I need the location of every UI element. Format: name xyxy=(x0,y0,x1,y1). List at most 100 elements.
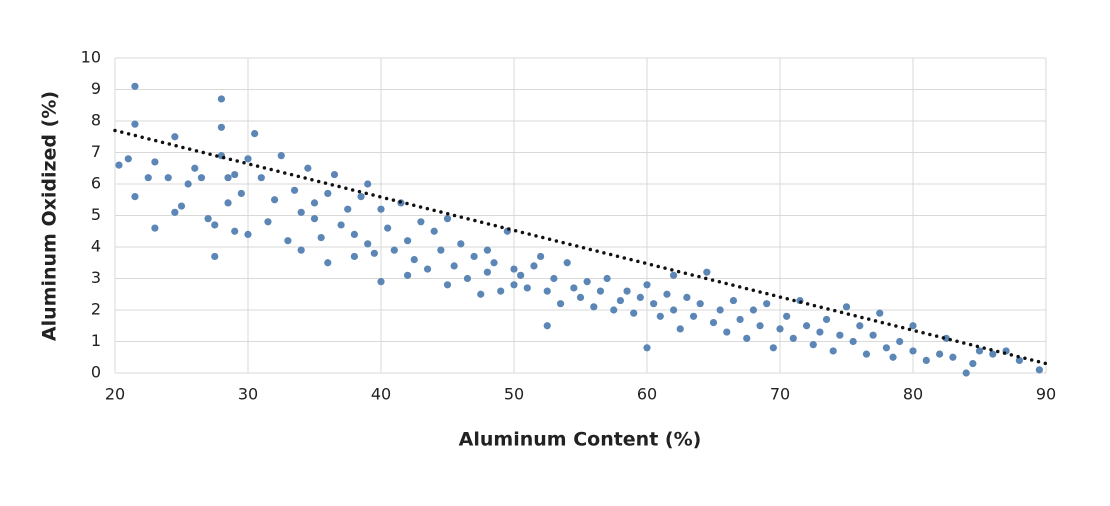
point xyxy=(590,303,598,311)
point xyxy=(344,205,352,213)
point xyxy=(869,331,877,339)
point xyxy=(683,293,691,301)
point xyxy=(543,322,551,330)
point xyxy=(350,252,358,261)
x-tick-label: 80 xyxy=(903,385,923,404)
point xyxy=(410,256,418,264)
point xyxy=(603,274,611,283)
x-tick-label: 20 xyxy=(105,385,125,404)
y-tick-label: 4 xyxy=(91,237,101,256)
point xyxy=(556,300,565,308)
point xyxy=(822,315,831,324)
point xyxy=(862,350,871,358)
point xyxy=(271,196,279,204)
point xyxy=(384,224,392,232)
point xyxy=(237,189,245,198)
point xyxy=(989,350,997,358)
point xyxy=(816,328,824,336)
point xyxy=(876,309,884,317)
point xyxy=(656,312,664,320)
point xyxy=(723,328,731,336)
point xyxy=(390,246,398,254)
x-tick-label: 40 xyxy=(371,385,391,404)
y-tick-label: 2 xyxy=(91,300,101,319)
point xyxy=(836,331,844,339)
point xyxy=(417,218,425,226)
point xyxy=(251,130,259,138)
point xyxy=(829,347,837,355)
point xyxy=(749,306,758,314)
y-tick-label: 3 xyxy=(91,268,101,287)
point xyxy=(510,265,518,273)
point xyxy=(882,344,891,352)
point xyxy=(969,359,977,368)
point xyxy=(191,164,199,172)
point xyxy=(563,259,571,267)
point xyxy=(490,259,498,267)
y-tick-label: 6 xyxy=(91,174,101,193)
point xyxy=(404,237,412,245)
point xyxy=(736,315,744,324)
point xyxy=(377,205,385,213)
point xyxy=(144,174,152,182)
point xyxy=(131,82,139,90)
point xyxy=(570,284,578,292)
point xyxy=(131,193,139,201)
point xyxy=(1035,366,1043,374)
point xyxy=(477,290,485,298)
point xyxy=(430,227,438,235)
point xyxy=(404,271,412,279)
point xyxy=(523,284,531,292)
point xyxy=(244,155,252,163)
point xyxy=(463,274,472,283)
point xyxy=(616,296,625,305)
x-tick-label: 60 xyxy=(637,385,657,404)
point xyxy=(975,347,984,355)
point xyxy=(217,95,225,103)
point xyxy=(650,300,658,308)
point xyxy=(317,233,325,242)
point xyxy=(623,287,631,295)
point xyxy=(324,259,332,267)
point xyxy=(310,199,319,207)
y-tick-label: 10 xyxy=(81,48,101,67)
point xyxy=(171,133,179,141)
point xyxy=(1015,356,1024,364)
point xyxy=(164,174,172,182)
point xyxy=(310,215,319,223)
x-axis-title: Aluminum Content (%) xyxy=(459,429,702,451)
trend-line xyxy=(113,128,1048,366)
point xyxy=(729,296,738,305)
y-axis-title: Aluminum Oxidized (%) xyxy=(39,91,61,341)
point xyxy=(783,312,791,320)
point xyxy=(450,262,458,270)
y-tick-label: 8 xyxy=(91,111,101,130)
point xyxy=(550,274,558,283)
point xyxy=(889,353,897,361)
point xyxy=(211,252,219,261)
point xyxy=(909,347,917,355)
point xyxy=(211,221,219,229)
point xyxy=(703,268,711,276)
point xyxy=(231,227,239,235)
point xyxy=(443,215,452,223)
point xyxy=(304,164,312,172)
point xyxy=(264,218,272,226)
point xyxy=(224,199,232,207)
point xyxy=(789,334,797,342)
point xyxy=(809,341,817,349)
point xyxy=(470,252,478,261)
point xyxy=(663,290,671,298)
point xyxy=(896,337,904,346)
point xyxy=(849,337,857,346)
point xyxy=(769,344,777,352)
point xyxy=(743,334,751,342)
point xyxy=(716,306,724,314)
point xyxy=(443,281,452,289)
point xyxy=(370,249,378,257)
point xyxy=(284,237,292,245)
point xyxy=(583,278,591,286)
point xyxy=(224,174,232,182)
